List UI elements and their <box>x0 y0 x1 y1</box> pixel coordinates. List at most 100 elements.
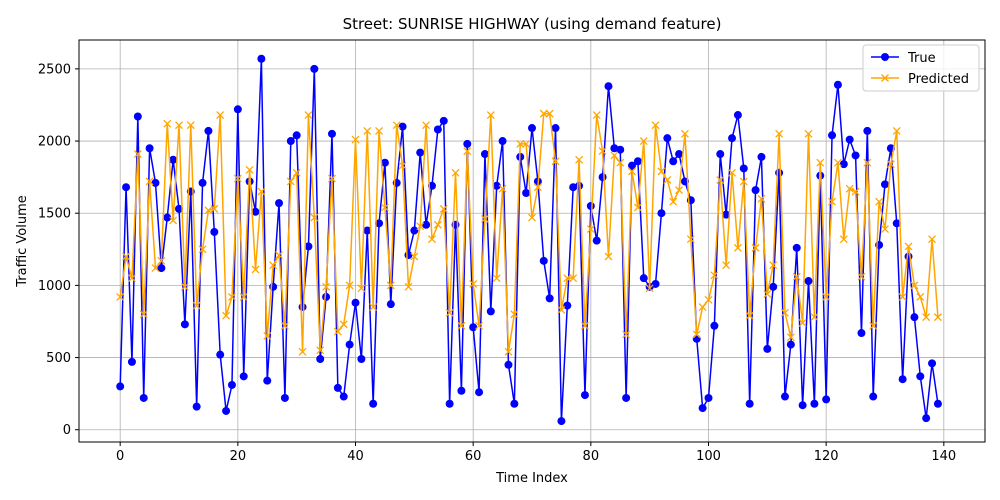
data-point-true <box>604 82 613 91</box>
data-point-true <box>327 129 336 138</box>
data-point-true <box>551 124 560 133</box>
data-point-predicted <box>816 158 825 167</box>
data-point-true <box>357 355 366 364</box>
data-point-true <box>227 380 236 389</box>
data-point-true <box>722 210 731 219</box>
y-tick-label: 0 <box>63 423 71 438</box>
data-point-true <box>439 116 448 125</box>
data-point-true <box>857 329 866 338</box>
data-point-true <box>363 226 372 235</box>
data-point-predicted <box>669 197 678 206</box>
data-point-predicted <box>498 184 507 193</box>
y-axis-ticks: 0 500 1000 1500 2000 2500 <box>38 62 79 438</box>
data-point-predicted <box>257 187 266 196</box>
data-point-true <box>369 399 378 408</box>
data-point-predicted <box>775 129 784 138</box>
data-point-predicted <box>127 274 136 283</box>
data-point-true <box>204 126 213 135</box>
data-point-predicted <box>351 135 360 144</box>
data-point-predicted <box>786 333 795 342</box>
data-point-true <box>657 209 666 218</box>
data-point-predicted <box>398 161 407 170</box>
data-point-true <box>122 183 131 192</box>
data-point-predicted <box>369 303 378 311</box>
x-tick-label: 80 <box>583 449 600 464</box>
data-point-true <box>616 145 625 154</box>
data-point-predicted <box>704 295 713 304</box>
data-point-true <box>116 382 125 391</box>
x-tick-label: 60 <box>465 449 482 464</box>
data-point-predicted <box>769 261 778 270</box>
data-point-true <box>751 186 760 195</box>
data-point-predicted <box>269 261 278 270</box>
data-point-predicted <box>598 147 607 156</box>
series-line-true <box>119 58 939 422</box>
data-point-predicted <box>292 168 301 177</box>
data-point-predicted <box>628 167 636 176</box>
data-point-predicted <box>604 252 613 261</box>
data-point-predicted <box>592 111 601 120</box>
data-point-predicted <box>757 194 766 203</box>
data-point-predicted <box>122 252 131 261</box>
y-tick-label: 2500 <box>38 62 71 77</box>
data-point-true <box>433 125 442 134</box>
data-point-true <box>598 173 607 182</box>
data-point-predicted <box>516 139 525 148</box>
data-point-predicted <box>745 311 754 320</box>
x-tick-label: 20 <box>230 449 247 464</box>
y-tick-label: 2000 <box>38 135 71 150</box>
data-point-predicted <box>239 292 248 301</box>
data-point-true <box>704 393 713 402</box>
data-point-true <box>486 307 495 316</box>
data-point-true <box>928 359 937 368</box>
data-point-predicted <box>275 251 283 260</box>
data-point-true <box>351 298 360 307</box>
data-point-true <box>492 181 501 190</box>
data-point-true <box>539 256 548 265</box>
data-point-true <box>216 350 225 359</box>
data-point-predicted <box>557 305 566 314</box>
data-point-true <box>316 355 325 364</box>
data-point-true <box>863 126 872 135</box>
data-point-predicted <box>810 313 819 322</box>
data-point-predicted <box>663 176 672 184</box>
data-point-predicted <box>857 272 866 281</box>
data-point-true <box>933 399 942 408</box>
data-point-predicted <box>863 158 872 167</box>
data-point-predicted <box>375 126 383 135</box>
data-point-true <box>839 160 848 169</box>
series-line-predicted <box>119 112 939 352</box>
data-point-predicted <box>486 111 495 120</box>
data-point-predicted <box>833 158 842 167</box>
data-point-predicted <box>910 281 919 290</box>
data-point-predicted <box>710 271 719 280</box>
data-point-predicted <box>298 347 307 356</box>
data-point-predicted <box>475 321 484 330</box>
data-point-predicted <box>333 327 342 336</box>
legend-marker-predicted <box>881 74 889 82</box>
data-point-predicted <box>386 281 395 290</box>
data-point-true <box>257 54 266 63</box>
data-point-true <box>633 157 642 166</box>
data-point-predicted <box>439 204 448 213</box>
data-point-true <box>780 392 789 401</box>
data-point-true <box>522 189 531 198</box>
x-tick-label: 0 <box>116 449 124 464</box>
data-point-predicted <box>510 310 519 319</box>
data-point-predicted <box>610 151 619 160</box>
data-point-true <box>910 313 919 322</box>
plot-frame <box>78 39 986 443</box>
data-point-predicted <box>139 310 148 319</box>
data-point-predicted <box>875 197 884 206</box>
data-point-predicted <box>551 157 560 166</box>
data-point-predicted <box>357 284 366 293</box>
data-point-true <box>716 150 725 159</box>
data-point-predicted <box>869 321 878 330</box>
data-point-true <box>622 393 631 402</box>
data-point-predicted <box>198 245 207 254</box>
data-point-true <box>528 124 536 133</box>
data-point-predicted <box>692 330 701 339</box>
data-point-predicted <box>886 160 895 169</box>
data-point-true <box>692 334 701 343</box>
